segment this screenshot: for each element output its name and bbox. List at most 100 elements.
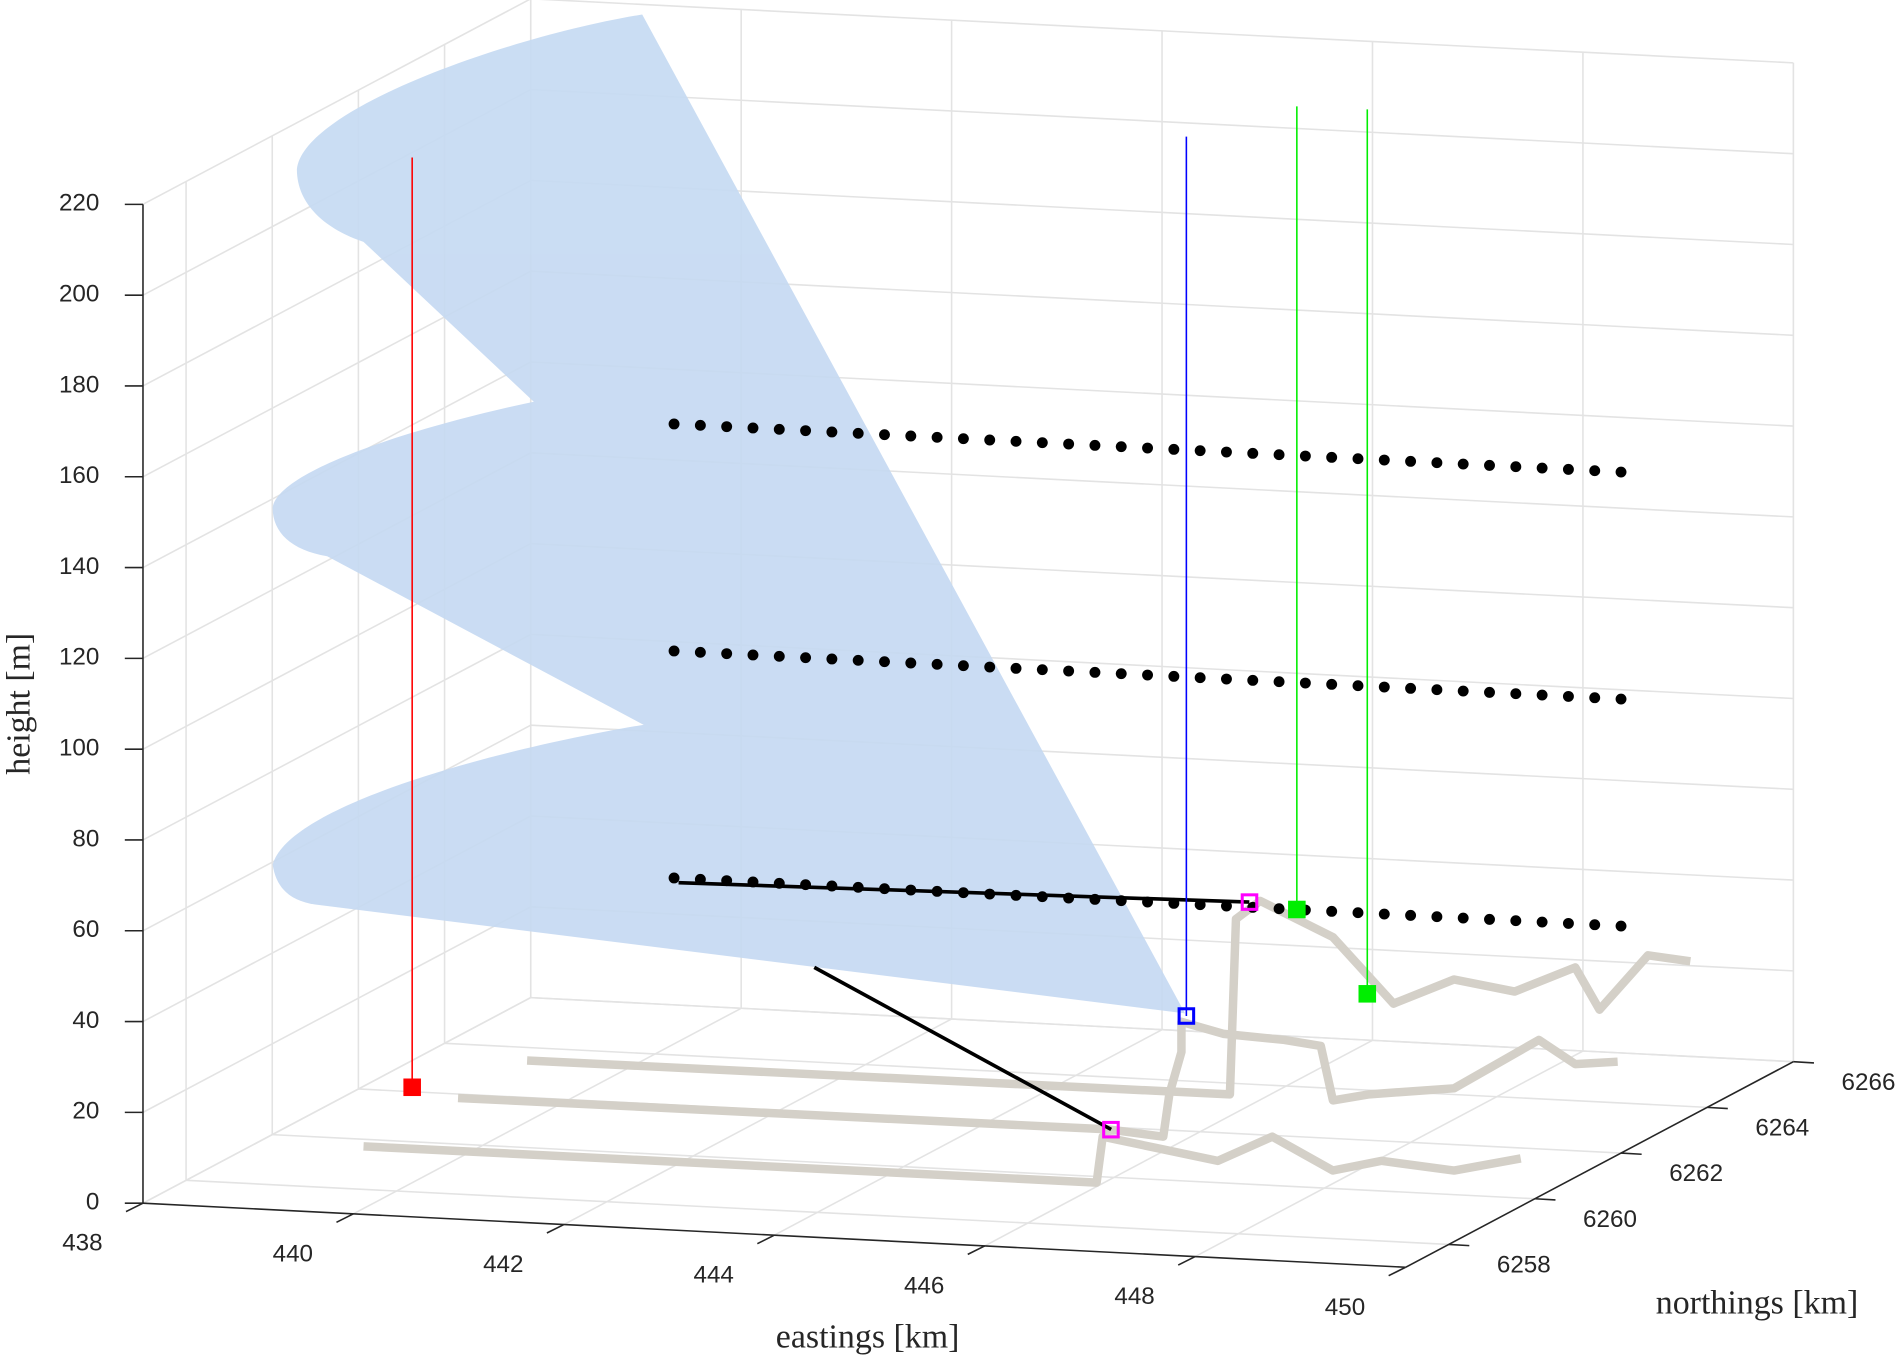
z-tick-label: 20: [72, 1098, 99, 1125]
scan-point: [1589, 692, 1601, 704]
terrain-tracks: [363, 896, 1691, 1187]
scan-point: [800, 879, 812, 891]
scan-point: [773, 877, 785, 889]
y-tick-label: 6260: [1583, 1206, 1637, 1233]
z-tick-label: 40: [72, 1007, 99, 1034]
tick-mark: [1793, 1060, 1815, 1064]
x-tick-label: 448: [1114, 1283, 1154, 1310]
scan-point: [1405, 455, 1417, 467]
z-tick-label: 220: [59, 190, 99, 217]
x-tick-label: 442: [483, 1251, 523, 1278]
scan-point: [1142, 442, 1153, 454]
axis-line: [142, 1202, 1406, 1269]
scan-point: [1142, 669, 1153, 681]
scan-cone: [272, 719, 1186, 1014]
y-tick-label: 6264: [1755, 1115, 1809, 1142]
scan-point: [1115, 895, 1127, 907]
scan-point: [1589, 919, 1601, 931]
x-tick-label: 450: [1325, 1294, 1365, 1321]
scan-point: [1010, 889, 1022, 901]
scan-point: [1536, 462, 1548, 474]
scan-point: [668, 645, 680, 657]
scan-point: [1194, 672, 1206, 684]
scan-point: [1247, 674, 1259, 686]
scan-point: [957, 660, 969, 672]
scan-point: [1352, 680, 1364, 692]
y-axis-label: northings [km]: [1656, 1285, 1859, 1322]
sight-line: [813, 965, 1113, 1132]
z-tick-label: 60: [72, 916, 99, 943]
grid-line: [773, 1028, 1163, 1236]
scan-point: [694, 873, 706, 885]
scan-point: [1221, 446, 1232, 458]
scan-point: [1168, 443, 1180, 455]
scan-point: [1221, 900, 1232, 912]
mast-marker: [403, 1078, 421, 1097]
scan-point: [1589, 465, 1601, 477]
scan-point: [1168, 897, 1180, 909]
axis-line: [1405, 1061, 1794, 1268]
tick-mark: [125, 1202, 144, 1213]
z-tick-label: 140: [59, 553, 99, 580]
scan-point: [1562, 463, 1574, 475]
mast-marker: [1288, 900, 1306, 919]
grid-line: [563, 1018, 952, 1226]
scan-point: [984, 888, 996, 900]
grid-line: [530, 88, 1794, 155]
plot-area: [403, 106, 1627, 1139]
scan-point: [931, 431, 943, 443]
tick-mark: [967, 1245, 986, 1256]
mast-marker: [1177, 1007, 1196, 1025]
grid-line: [444, 1042, 1708, 1109]
scan-point: [931, 885, 943, 897]
scan-point: [1063, 665, 1075, 677]
terrain-track: [363, 1132, 1522, 1187]
scan-point: [1089, 893, 1101, 905]
grid-line: [142, 633, 532, 841]
scan-point: [1484, 459, 1495, 471]
scan-point: [747, 422, 759, 434]
grid-line: [142, 906, 532, 1114]
scan-point: [957, 433, 969, 445]
scan-point: [1089, 439, 1101, 451]
tick-mark: [1448, 1243, 1470, 1247]
scan-point: [852, 881, 864, 893]
scan-point: [1510, 461, 1522, 473]
x-tick-label: 438: [62, 1230, 102, 1257]
scan-point: [1431, 684, 1443, 696]
scan-point: [1194, 899, 1206, 911]
scan-point: [1036, 891, 1048, 903]
scan-point: [1273, 449, 1285, 461]
grid-line: [272, 1133, 1535, 1200]
scan-point: [1326, 678, 1338, 690]
scan-point: [1510, 688, 1522, 700]
tick-mark: [1534, 1197, 1556, 1201]
scan-point: [1010, 435, 1022, 447]
grid-line: [142, 996, 532, 1204]
grid-line: [530, 179, 1794, 246]
tick-mark: [336, 1213, 354, 1224]
scan-point: [1536, 916, 1548, 928]
scan-point: [879, 656, 890, 668]
scan-point: [1405, 909, 1417, 921]
scan-point: [826, 426, 838, 438]
scan-point: [1484, 686, 1495, 698]
scan-point: [826, 653, 838, 665]
scan-point: [1036, 437, 1048, 449]
scan-point: [905, 657, 917, 669]
scan-point: [721, 421, 733, 433]
grid-line: [984, 1039, 1373, 1247]
scan-point: [1378, 681, 1390, 693]
scan-point: [1326, 905, 1338, 917]
scan-point: [1484, 913, 1495, 925]
scan-point: [1615, 693, 1627, 705]
grid-line: [539, 0, 1794, 64]
grid-line: [186, 1179, 1449, 1246]
scan-point: [879, 883, 890, 895]
scan-point: [1562, 690, 1574, 702]
scan-point: [931, 658, 943, 670]
y-tick-label: 6258: [1497, 1252, 1551, 1279]
scan-point: [668, 418, 680, 430]
scan-point: [1457, 912, 1469, 924]
